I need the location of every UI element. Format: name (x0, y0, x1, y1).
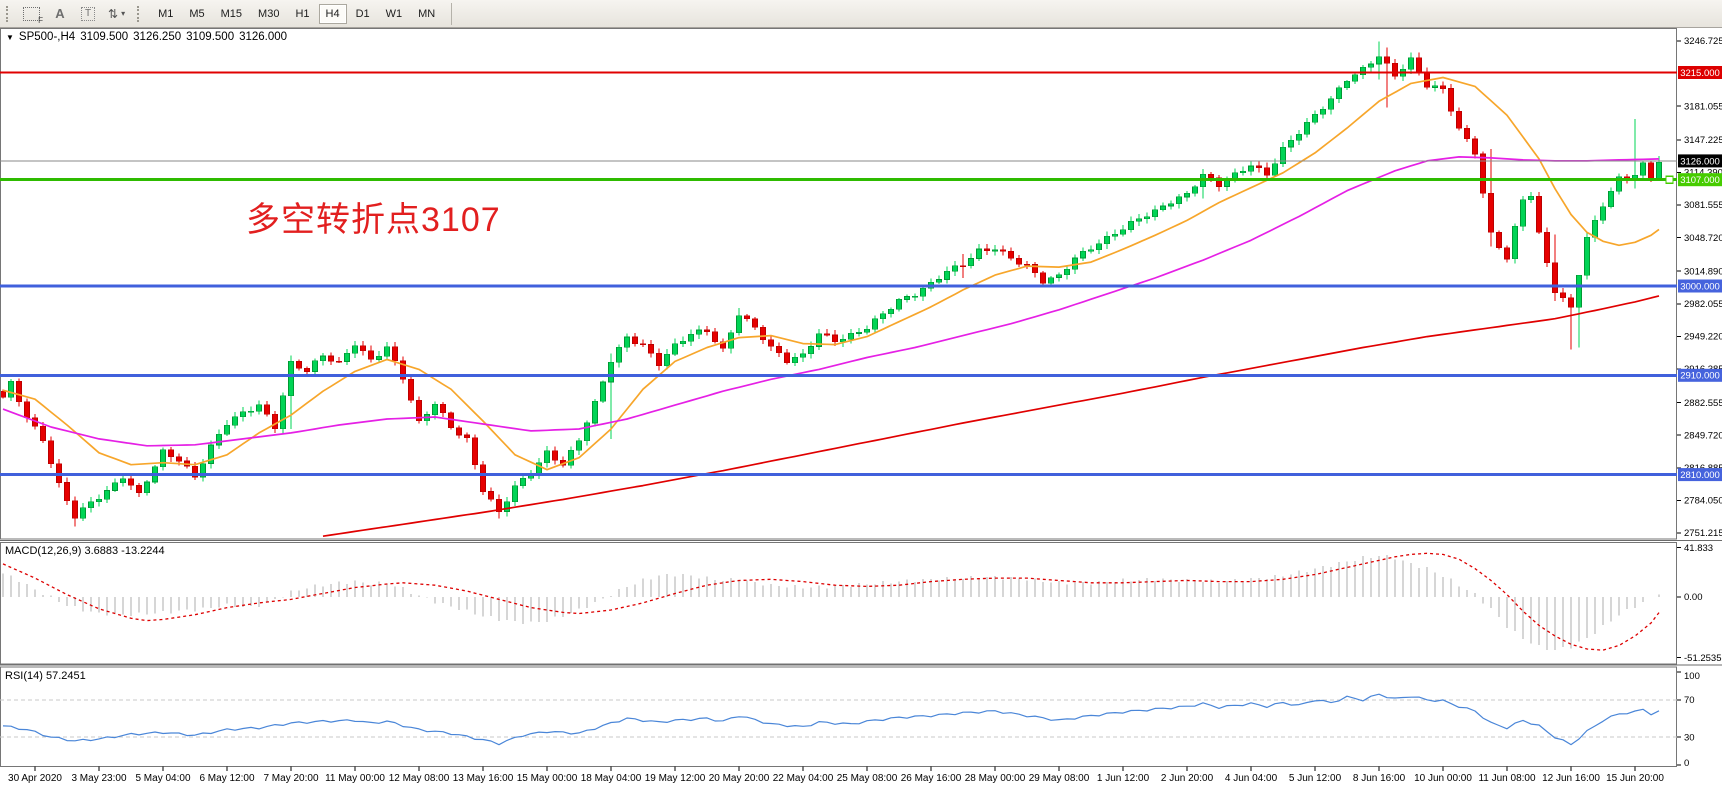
ohlc-high: 3126.250 (133, 31, 182, 43)
slow-ma-line (322, 295, 1660, 538)
rsi-pane[interactable] (0, 693, 1677, 746)
svg-text:4 Jun 04:00: 4 Jun 04:00 (1225, 773, 1278, 784)
text-box-button[interactable]: T (75, 3, 101, 25)
svg-text:2784.050: 2784.050 (1684, 496, 1722, 507)
svg-text:3181.055: 3181.055 (1684, 101, 1722, 112)
svg-text:3246.725: 3246.725 (1684, 36, 1722, 47)
timeframe-button-MN[interactable]: MN (411, 4, 442, 24)
svg-text:20 May 20:00: 20 May 20:00 (709, 773, 770, 784)
chart-annotation-text: 多空转折点3107 (246, 201, 501, 239)
svg-text:3014.890: 3014.890 (1684, 266, 1722, 277)
svg-text:2849.720: 2849.720 (1684, 430, 1722, 441)
svg-text:11 Jun 08:00: 11 Jun 08:00 (1478, 773, 1536, 784)
price-axis[interactable]: 3246.725 3181.055 3147.225 3114.390 3081.555… (1665, 36, 1722, 769)
svg-text:15 May 00:00: 15 May 00:00 (517, 773, 578, 784)
svg-text:2882.555: 2882.555 (1684, 398, 1722, 409)
symbol-dropdown-icon[interactable]: ▼ (6, 32, 14, 42)
svg-text:-51.2535: -51.2535 (1684, 653, 1722, 664)
arrows-icon: ⇅ (108, 6, 119, 21)
svg-text:3215.000: 3215.000 (1680, 68, 1720, 79)
fibo-tool-button[interactable]: F (18, 3, 45, 25)
svg-text:5 Jun 12:00: 5 Jun 12:00 (1289, 773, 1342, 784)
svg-text:18 May 04:00: 18 May 04:00 (581, 773, 642, 784)
svg-text:100: 100 (1684, 671, 1700, 682)
text-label-button[interactable]: A (47, 3, 73, 25)
toolbar-grip[interactable] (137, 5, 141, 22)
chevron-down-icon: ▾ (121, 9, 126, 18)
svg-text:7 May 20:00: 7 May 20:00 (263, 773, 318, 784)
svg-text:6 May 12:00: 6 May 12:00 (199, 773, 254, 784)
svg-text:13 May 16:00: 13 May 16:00 (453, 773, 514, 784)
svg-text:2 Jun 20:00: 2 Jun 20:00 (1161, 773, 1214, 784)
svg-text:15 Jun 20:00: 15 Jun 20:00 (1606, 773, 1664, 784)
svg-text:0.00: 0.00 (1684, 592, 1703, 603)
svg-text:3126.000: 3126.000 (1680, 156, 1720, 167)
macd-signal-line (2, 552, 1660, 651)
letter-a-icon: A (55, 6, 65, 21)
svg-text:22 May 04:00: 22 May 04:00 (773, 773, 834, 784)
macd-pane[interactable] (2, 552, 1660, 651)
svg-text:12 May 08:00: 12 May 08:00 (389, 773, 450, 784)
fibo-grid-icon: F (23, 6, 43, 25)
svg-text:41.833: 41.833 (1684, 543, 1713, 554)
svg-text:3114.390: 3114.390 (1684, 168, 1722, 179)
svg-text:10 Jun 00:00: 10 Jun 00:00 (1414, 773, 1472, 784)
svg-text:8 Jun 16:00: 8 Jun 16:00 (1353, 773, 1406, 784)
letter-t-icon: T (80, 6, 96, 21)
svg-text:3081.555: 3081.555 (1684, 200, 1722, 211)
svg-text:2810.000: 2810.000 (1680, 470, 1720, 481)
svg-text:3107.000: 3107.000 (1680, 175, 1720, 186)
svg-text:3 May 23:00: 3 May 23:00 (71, 773, 126, 784)
arrows-tool-button[interactable]: ⇅ ▾ (103, 3, 130, 25)
rsi-line (2, 693, 1660, 746)
svg-text:2982.055: 2982.055 (1684, 299, 1722, 310)
timeframe-button-H4[interactable]: H4 (318, 3, 347, 24)
timeframe-group: M1 M5 M15 M30 H1 H4 D1 W1 MN (150, 3, 443, 24)
symbol-name: SP500-,H4 (18, 31, 76, 43)
svg-text:19 May 12:00: 19 May 12:00 (645, 773, 706, 784)
svg-text:3048.720: 3048.720 (1684, 233, 1722, 244)
svg-text:1 Jun 12:00: 1 Jun 12:00 (1097, 773, 1150, 784)
main-pane[interactable] (1, 41, 1662, 538)
svg-text:28 May 00:00: 28 May 00:00 (965, 773, 1026, 784)
timeframe-button-D1[interactable]: D1 (349, 4, 377, 24)
chart-header: ▼ SP500-,H4 3109.500 3126.250 3109.500 3… (6, 31, 287, 43)
svg-text:5 May 04:00: 5 May 04:00 (135, 773, 190, 784)
svg-text:3000.000: 3000.000 (1680, 281, 1720, 292)
macd-indicator-label: MACD(12,26,9) 3.6883 -13.2244 (5, 545, 165, 557)
svg-text:0: 0 (1684, 758, 1689, 769)
time-axis[interactable]: 30 Apr 2020 3 May 23:00 5 May 04:00 6 May 1… (8, 766, 1664, 785)
toolbar-grip[interactable] (6, 5, 10, 22)
svg-text:30: 30 (1684, 732, 1695, 743)
svg-text:29 May 08:00: 29 May 08:00 (1029, 773, 1090, 784)
timeframe-button-M5[interactable]: M5 (182, 4, 211, 24)
timeframe-button-M30[interactable]: M30 (251, 4, 286, 24)
timeframe-button-M1[interactable]: M1 (151, 4, 180, 24)
svg-text:2751.215: 2751.215 (1684, 528, 1722, 539)
timeframe-button-M15[interactable]: M15 (214, 4, 249, 24)
ohlc-open: 3109.500 (80, 31, 129, 43)
svg-text:30 Apr 2020: 30 Apr 2020 (8, 773, 62, 784)
svg-text:25 May 08:00: 25 May 08:00 (837, 773, 898, 784)
ohlc-low: 3109.500 (186, 31, 235, 43)
svg-text:3147.225: 3147.225 (1684, 135, 1722, 146)
fast-ma-line (2, 76, 1660, 471)
svg-text:11 May 00:00: 11 May 00:00 (325, 773, 385, 784)
svg-text:70: 70 (1684, 695, 1695, 706)
svg-text:2910.000: 2910.000 (1680, 371, 1720, 382)
svg-text:2949.220: 2949.220 (1684, 332, 1722, 343)
ohlc-close: 3126.000 (239, 31, 288, 43)
timeframe-button-H1[interactable]: H1 (288, 4, 316, 24)
mid-ma-line (2, 156, 1660, 447)
svg-text:26 May 16:00: 26 May 16:00 (901, 773, 962, 784)
rsi-indicator-label: RSI(14) 57.2451 (5, 670, 86, 682)
svg-text:12 Jun 16:00: 12 Jun 16:00 (1542, 773, 1600, 784)
toolbar: F A T ⇅ ▾ M1 M5 M15 M30 H1 H4 D1 W1 MN (0, 0, 1722, 28)
timeframe-button-W1[interactable]: W1 (379, 4, 410, 24)
toolbar-divider (451, 2, 453, 25)
